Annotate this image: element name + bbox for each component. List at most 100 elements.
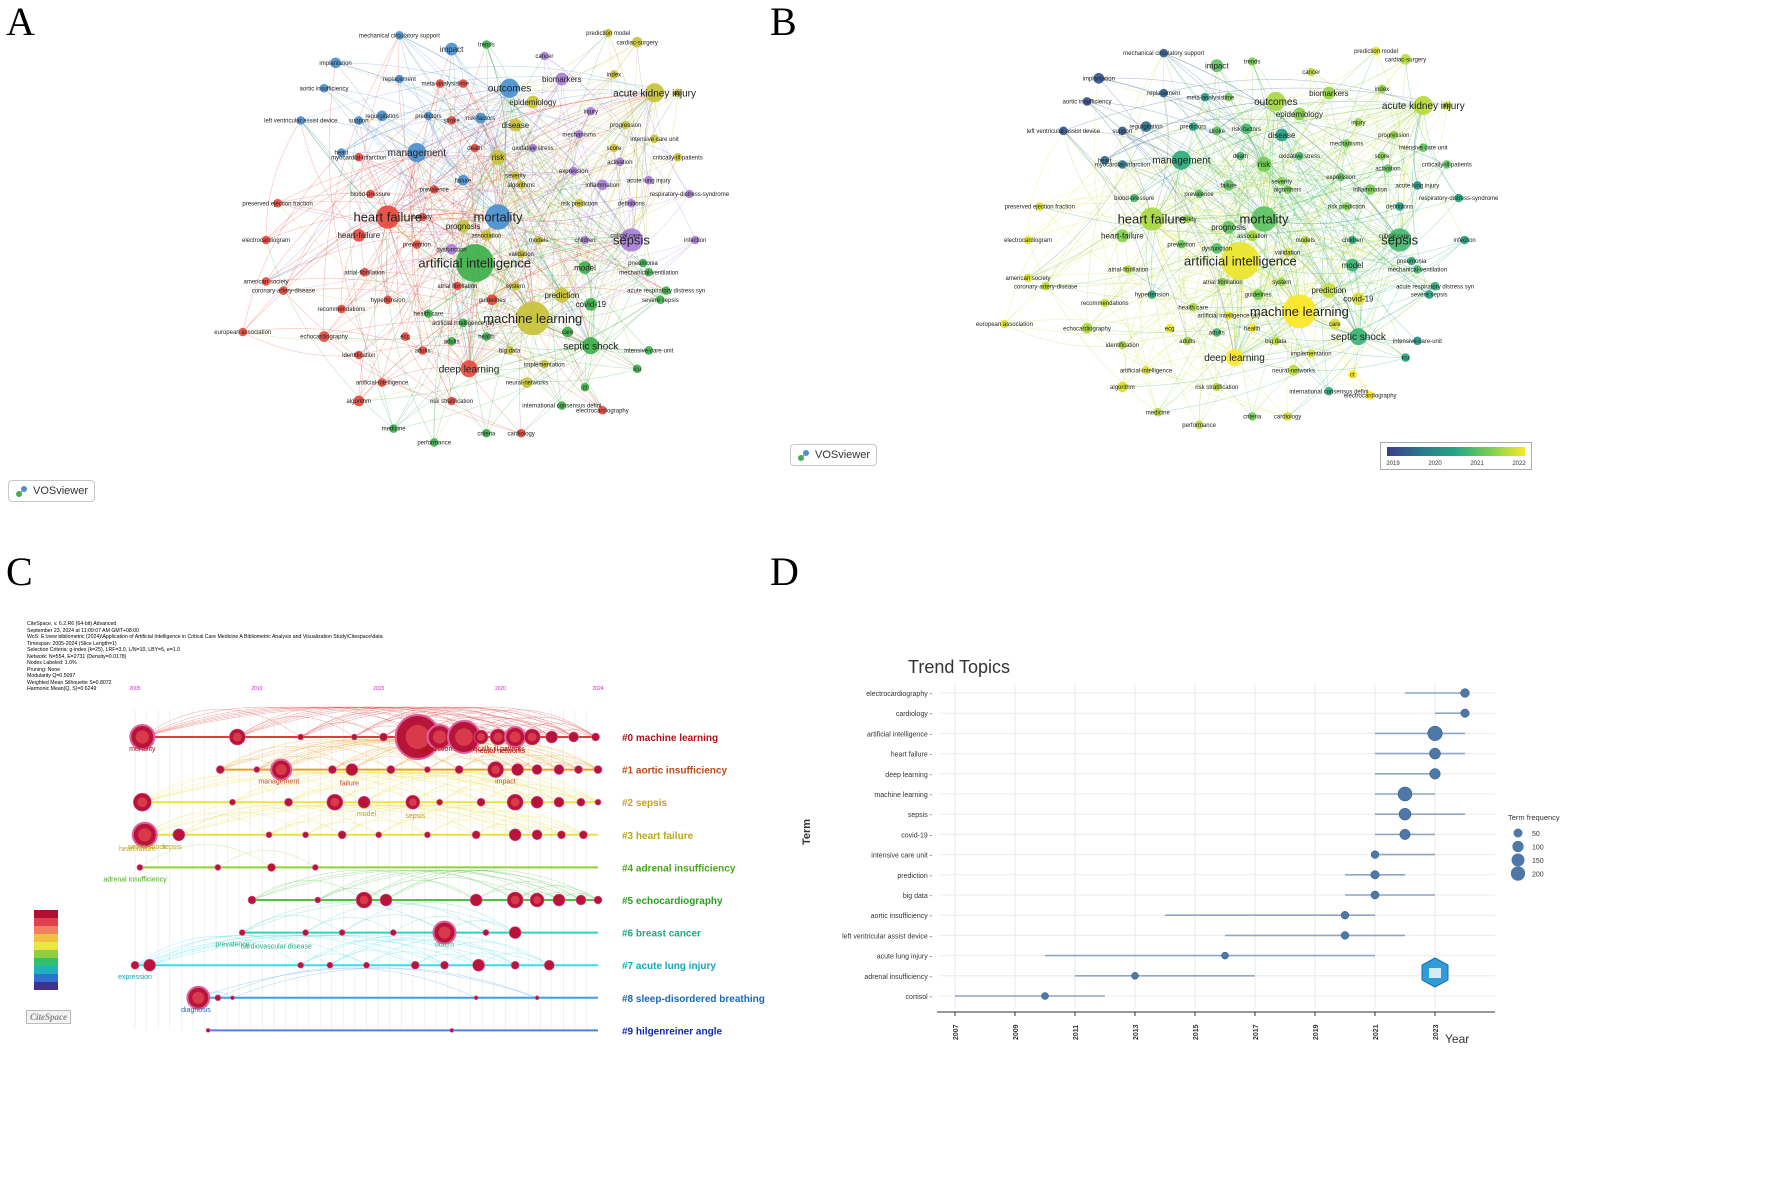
network-edge [1193, 239, 1400, 308]
network-node-acute-kidney-injury [1413, 96, 1433, 116]
network-edge [1150, 218, 1200, 425]
network-edge [1263, 164, 1353, 266]
network-edge [1192, 126, 1229, 186]
timeline-arc [439, 788, 516, 803]
network-node-injury [1354, 118, 1363, 127]
network-node-deep-learning [460, 360, 478, 378]
network-label-validation: validation [509, 252, 534, 258]
network-edge [532, 101, 566, 296]
network-edge [387, 88, 510, 218]
network-node-aortic-insufficiency [1082, 97, 1092, 106]
network-edge [323, 216, 389, 337]
network-edge [1263, 184, 1418, 220]
network-edge [1027, 159, 1182, 278]
network-node-children [580, 235, 590, 245]
network-node-mechanical-ventilation [1413, 265, 1422, 274]
network-label-artificial-intelligence: artificial-intelligence [356, 381, 409, 387]
network-edge [1275, 101, 1388, 169]
network-label-index: index [1375, 87, 1389, 93]
network-edge [1181, 155, 1383, 174]
network-label-acute-lung-injury: acute lung injury [1396, 184, 1440, 190]
network-edge [1358, 155, 1387, 337]
timeline-arc [256, 746, 392, 770]
network-edge [323, 87, 499, 158]
timeline-scale-swatch [34, 942, 58, 950]
network-node-adults [1212, 328, 1222, 337]
timeline-scale-swatch [34, 910, 58, 918]
network-edge [434, 189, 516, 287]
network-edge [422, 216, 499, 351]
network-label-atrial-fibrillation: atrial fibrillation [1203, 280, 1243, 286]
network-edge [497, 157, 533, 383]
network-edge [1027, 159, 1182, 241]
timeline-arc [237, 706, 418, 738]
term-point-cortisol [1041, 992, 1049, 1000]
network-edge [358, 41, 638, 121]
network-label-medicine: medicine [1146, 410, 1171, 416]
network-edge [468, 235, 626, 370]
network-node-mechanical-circulatory-support [1159, 48, 1168, 58]
network-label-aortic-insufficiency: aortic insufficiency [1063, 100, 1112, 106]
timeline-arc [149, 935, 416, 966]
network-edge [1234, 357, 1406, 371]
network-node-sepsis [1388, 228, 1412, 252]
citespace-meta-line: CiteSpace, v. 6.2.R6 (64-bit) Advanced [27, 621, 117, 627]
timeline-arc [385, 877, 516, 901]
network-edge [551, 32, 609, 406]
vosviewer-logo-icon [16, 486, 27, 497]
x-tick-label: 2013 [1133, 1024, 1140, 1040]
network-edge [1157, 285, 1436, 413]
network-edge [283, 216, 388, 291]
network-label-myocardial-infarction: myocardial-infarction [331, 155, 386, 161]
network-label-severe-sepsis: severe sepsis [642, 298, 679, 304]
network-edge [433, 55, 545, 443]
network-edge [1128, 269, 1406, 358]
network-label-electrocardiogram: electrocardiogram [1004, 238, 1052, 244]
network-edge [265, 92, 655, 241]
network-edge [1311, 71, 1465, 241]
network-edge [1287, 105, 1424, 190]
timeline-arc [334, 776, 482, 803]
network-edge [474, 262, 638, 369]
network-label-prevalence: prevalence [420, 188, 450, 194]
network-label-aki: aki [674, 91, 682, 97]
network-edge [451, 230, 632, 250]
network-label-association: association [1237, 234, 1267, 240]
timeline-arc [142, 706, 552, 738]
timeline-node [363, 961, 370, 969]
timeline-arc [300, 722, 384, 738]
network-label-failure: failure [455, 178, 472, 184]
network-edge [1299, 113, 1332, 291]
network-label-regurgitation: regurgitation [365, 114, 398, 120]
network-node-guidelines [486, 294, 498, 306]
timeline-scale-swatch [34, 950, 58, 958]
network-label-dysfunction: dysfunction [1202, 247, 1232, 253]
network-node-artificial-intelligence [1221, 242, 1260, 280]
network-label-risk-prediction: risk prediction [1328, 205, 1365, 211]
network-label-adults: adults [1209, 331, 1225, 337]
timeline-cluster-label-3: #3 heart failure [622, 831, 694, 842]
network-node-adults [1183, 336, 1192, 346]
network-node-blood-pressure [366, 189, 375, 199]
timeline-color-scale [34, 910, 58, 990]
network-label-deep-learning: deep learning [439, 364, 500, 375]
network-edge [1181, 159, 1341, 183]
network-edge [1145, 118, 1448, 165]
timeline-node [410, 960, 420, 970]
network-label-acute-respiratory-distress-syn: acute respiratory distress syn [1396, 284, 1474, 290]
network-node-mechanisms [574, 129, 584, 139]
network-node-health [1247, 323, 1257, 333]
network-node-definitions [627, 198, 636, 208]
network-edge [1027, 277, 1282, 300]
network-label-adults: adults [444, 339, 460, 345]
network-edge [1169, 328, 1217, 388]
network-edge [277, 193, 690, 230]
network-edge [1275, 101, 1359, 299]
network-edge [1228, 289, 1329, 316]
network-node-disease [1275, 128, 1289, 142]
panel-d-trend-topics: Trend Topics 2007 2009 2011 2013 2015 2017 2019… [790, 640, 1770, 1060]
network-node-algorithm [353, 395, 365, 407]
network-label-acute-kidney-injury: acute kidney injury [1382, 101, 1465, 112]
network-edge [1281, 134, 1430, 295]
timeline-arc [305, 902, 487, 933]
